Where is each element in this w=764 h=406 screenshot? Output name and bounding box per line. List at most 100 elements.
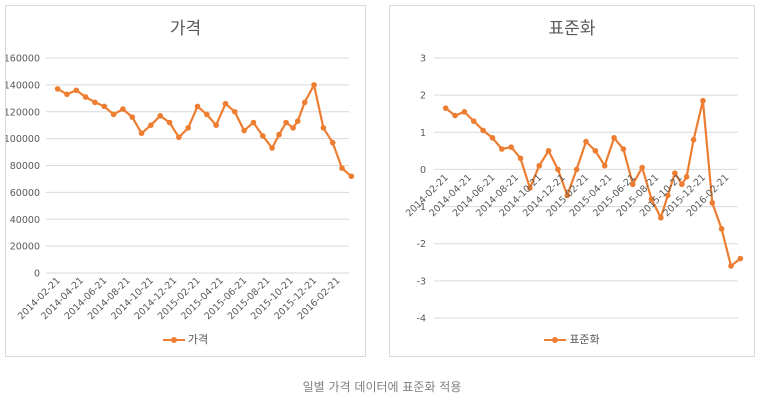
price-y-tick-label: 20000 — [10, 242, 40, 253]
standardized-data-point — [527, 185, 533, 191]
price-data-point — [311, 82, 317, 88]
price-data-point — [73, 87, 80, 94]
standardized-data-point — [573, 166, 580, 173]
standardized-data-point — [672, 170, 678, 176]
standardized-chart-panel: 표준화 -4 -3 -2 -1 0 1 2 3 2014-02-21 2014-04-21 2014… — [389, 5, 755, 357]
standardized-y-tick-label: -1 — [417, 202, 426, 213]
price-data-point — [241, 127, 247, 134]
price-data-point — [290, 125, 296, 131]
price-data-point — [259, 133, 266, 139]
standardized-data-point — [611, 135, 617, 141]
standardized-data-point — [679, 181, 685, 188]
price-data-point — [250, 119, 257, 126]
price-series-line — [57, 83, 353, 178]
standardized-chart-legend: 표준화 — [390, 331, 754, 347]
standardized-series-line — [445, 99, 741, 268]
standardized-data-point — [545, 148, 552, 154]
price-data-point — [276, 131, 282, 138]
price-y-tick-label: 40000 — [10, 215, 40, 226]
standardized-data-point — [658, 214, 664, 221]
standardized-data-point — [629, 181, 636, 188]
legend-marker-icon — [162, 337, 185, 343]
price-data-point — [54, 86, 61, 92]
standardized-data-point — [480, 127, 486, 134]
standardized-data-point — [700, 97, 706, 104]
standardized-data-point — [683, 174, 690, 180]
standardized-data-point — [648, 196, 655, 202]
standardized-data-point — [564, 192, 571, 199]
price-data-point — [348, 173, 355, 180]
standardized-chart-title: 표준화 — [548, 19, 596, 39]
standardized-data-point — [442, 105, 449, 111]
price-y-tick-label: 160000 — [6, 54, 40, 65]
figure-caption: 일별 가격 데이터에 표준화 적용 — [302, 380, 462, 394]
standardized-data-point — [728, 263, 734, 269]
standardized-data-point — [601, 162, 608, 169]
standardized-data-point — [461, 109, 468, 115]
price-data-point — [148, 122, 154, 128]
price-data-point — [301, 99, 308, 106]
price-data-point — [101, 103, 108, 110]
price-data-point — [120, 106, 126, 112]
price-data-point — [283, 119, 289, 126]
price-chart-panel: 가격 0 20000 40000 60000 80000 100000 120000 1400… — [5, 5, 366, 357]
price-data-point — [138, 130, 145, 137]
standardized-data-point — [517, 155, 524, 162]
price-chart: 0 20000 40000 60000 80000 100000 120000 140000 1… — [6, 54, 355, 322]
price-y-tick-label: 60000 — [10, 188, 40, 199]
standardized-y-tick-label: -4 — [417, 314, 426, 325]
price-data-point — [129, 114, 136, 120]
price-y-tick-label: 120000 — [6, 107, 40, 118]
price-data-point — [110, 111, 117, 118]
price-data-point — [194, 103, 201, 110]
standardized-y-tick-label: 3 — [420, 54, 426, 65]
price-data-point — [339, 165, 345, 171]
price-chart-legend: 가격 — [6, 331, 365, 347]
standardized-data-point — [452, 112, 458, 119]
price-legend-label: 가격 — [187, 333, 209, 346]
standardized-data-point — [592, 148, 599, 154]
standardized-data-point — [508, 144, 514, 150]
price-data-point — [64, 91, 70, 98]
standardized-data-point — [489, 135, 496, 141]
standardized-data-point — [718, 226, 725, 232]
standardized-data-point — [737, 255, 744, 262]
standardized-legend-label: 표준화 — [569, 333, 600, 346]
standardized-data-point — [639, 164, 645, 171]
price-data-point — [157, 112, 164, 119]
price-data-point — [204, 111, 210, 118]
price-data-point — [269, 145, 275, 151]
standardized-data-point — [665, 192, 671, 199]
standardized-y-tick-label: 0 — [420, 165, 426, 176]
standardized-data-point — [620, 146, 627, 152]
price-y-tick-label: 80000 — [10, 161, 40, 172]
standardized-data-point — [470, 118, 477, 124]
standardized-y-tick-label: 1 — [420, 128, 426, 139]
price-data-point — [176, 134, 182, 141]
price-data-point — [213, 122, 219, 128]
standardized-y-tick-label: -2 — [417, 239, 426, 250]
standardized-data-point — [555, 166, 561, 173]
standardized-y-tick-label: 2 — [420, 91, 426, 102]
price-data-point — [222, 100, 229, 107]
standardized-data-point — [536, 162, 543, 169]
standardized-y-tick-label: -3 — [417, 276, 426, 287]
price-data-point — [320, 125, 327, 131]
price-data-point — [231, 108, 238, 115]
price-data-point — [294, 118, 301, 124]
standardized-data-point — [690, 136, 697, 143]
standardized-data-point — [499, 146, 505, 152]
legend-marker-icon — [544, 337, 567, 343]
price-chart-title: 가격 — [169, 19, 202, 39]
price-data-point — [329, 139, 336, 146]
price-y-tick-label: 100000 — [6, 134, 40, 145]
standardized-chart: -4-3-2-101232014-02-212014-04-212014-06-… — [404, 54, 744, 325]
price-data-point — [92, 99, 98, 106]
standardized-data-point — [583, 138, 589, 145]
price-data-point — [82, 94, 89, 100]
price-data-point — [185, 125, 191, 131]
price-y-tick-label: 140000 — [6, 80, 40, 91]
standardized-data-point — [709, 200, 716, 206]
price-data-point — [166, 119, 173, 126]
price-y-tick-label: 0 — [34, 269, 40, 280]
